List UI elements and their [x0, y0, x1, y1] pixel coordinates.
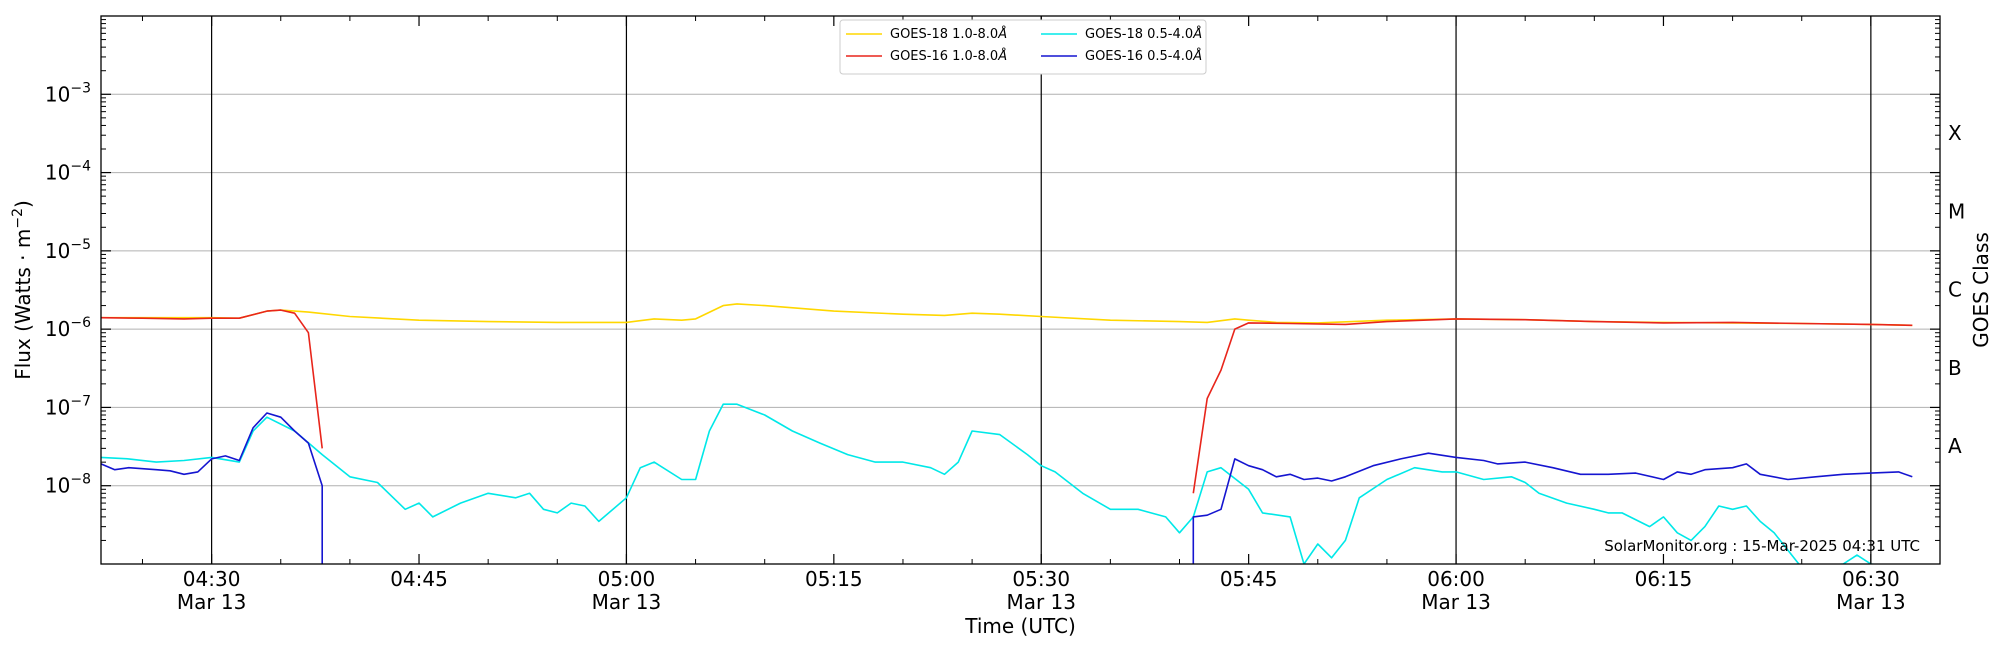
legend-entry: GOES-18 1.0-8.0Å: [890, 26, 1007, 42]
axis-ticks: [101, 16, 1941, 564]
y-tick-base: 10: [45, 82, 70, 106]
legend-entry: GOES-16 1.0-8.0Å: [890, 48, 1007, 64]
plot-area-frame: [100, 15, 1941, 565]
series-line-4: [1192, 452, 1913, 564]
legend-box: [839, 19, 1207, 75]
x-tick-time: 06:15: [1635, 567, 1693, 591]
y-tick-exponent: −5: [70, 237, 91, 253]
goes-class-axis-title: GOES Class: [1969, 232, 1993, 348]
x-tick-date: Mar 13: [1421, 590, 1491, 614]
y-axis-title-exponent: −2: [10, 208, 26, 229]
goes-class-label: C: [1948, 278, 1962, 302]
y-axis-title-main: Flux (Watts · m: [11, 229, 35, 380]
y-tick-label: 10−3: [45, 80, 91, 106]
goes-class-label: B: [1948, 356, 1962, 380]
y-tick-exponent: −4: [70, 159, 91, 175]
x-tick-date: Mar 13: [177, 590, 247, 614]
y-tick-label: 10−8: [45, 472, 91, 498]
series-lines: [101, 303, 1913, 564]
x-tick-time: 06:00: [1427, 567, 1485, 591]
x-tick-time: 05:45: [1220, 567, 1278, 591]
y-axis-title: Flux (Watts · m−2): [10, 200, 35, 380]
x-tick-time: 06:30: [1842, 567, 1900, 591]
x-axis-title: Time (UTC): [964, 614, 1076, 638]
y-tick-base: 10: [45, 161, 70, 185]
legend-entry-name: GOES-18 0.5-4.0: [1085, 27, 1193, 42]
x-tick-time: 04:30: [183, 567, 241, 591]
goes-class-label: A: [1948, 434, 1962, 458]
series-line-2: [1192, 318, 1913, 494]
legend-entry-name: GOES-18 1.0-8.0: [890, 27, 998, 42]
y-tick-base: 10: [45, 239, 70, 263]
series-line-3: [101, 403, 1881, 564]
x-tick-date: Mar 13: [1836, 590, 1906, 614]
x-tick-time: 05:30: [1012, 567, 1070, 591]
legend-entry: GOES-18 0.5-4.0Å: [1085, 26, 1202, 42]
y-tick-label: 10−7: [45, 393, 91, 419]
y-tick-base: 10: [45, 317, 70, 341]
y-tick-exponent: −6: [70, 315, 91, 331]
legend-entry-name: GOES-16 0.5-4.0: [1085, 49, 1193, 64]
x-tick-time: 05:15: [805, 567, 863, 591]
x-tick-date: Mar 13: [1006, 590, 1076, 614]
legend-entry-unit: Å: [997, 48, 1007, 64]
legend-entry-name: GOES-16 1.0-8.0: [890, 49, 998, 64]
series-line-4: [101, 412, 324, 564]
y-tick-exponent: −3: [70, 80, 91, 96]
legend-entry-unit: Å: [997, 26, 1007, 42]
series-line-2: [101, 309, 323, 449]
y-tick-base: 10: [45, 395, 70, 419]
x-tick-date: Mar 13: [592, 590, 662, 614]
y-tick-base: 10: [45, 474, 70, 498]
legend-entry: GOES-16 0.5-4.0Å: [1085, 48, 1202, 64]
goes-class-label: X: [1948, 121, 1962, 145]
y-axis-title-close: ): [11, 200, 35, 208]
y-tick-label: 10−6: [45, 315, 91, 341]
y-tick-exponent: −7: [70, 393, 91, 409]
y-tick-label: 10−5: [45, 237, 91, 263]
y-tick-exponent: −8: [70, 472, 91, 488]
credit-text: SolarMonitor.org : 15-Mar-2025 04:31 UTC: [1604, 537, 1920, 555]
goes-class-label: M: [1948, 199, 1965, 223]
x-tick-time: 04:45: [390, 567, 448, 591]
grid: [101, 93, 1940, 487]
y-tick-label: 10−4: [45, 159, 91, 185]
legend-entry-unit: Å: [1192, 26, 1202, 42]
legend-entry-unit: Å: [1192, 48, 1202, 64]
x-tick-time: 05:00: [598, 567, 656, 591]
